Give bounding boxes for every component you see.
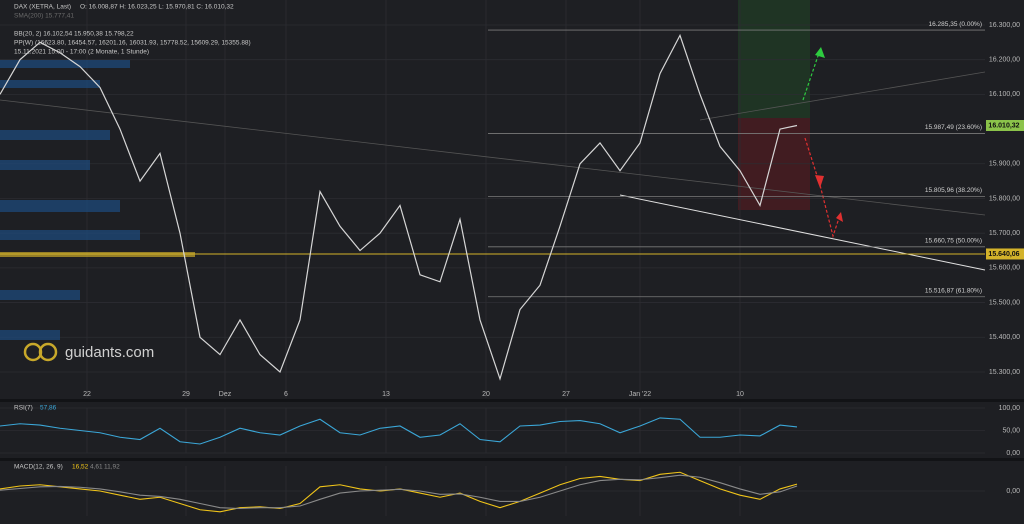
watermark: guidants.com xyxy=(65,344,154,361)
y-tick-label: 16.100,00 xyxy=(989,91,1020,98)
y-tick-label: 15.500,00 xyxy=(989,299,1020,306)
y-tick-label: 15.400,00 xyxy=(989,334,1020,341)
x-tick-label: 13 xyxy=(382,391,390,398)
y-tick-label: 50,00 xyxy=(1002,427,1020,434)
y-tick-label: 15.600,00 xyxy=(989,265,1020,272)
fib-label: 15.987,49 (23.60%) xyxy=(925,124,982,131)
series-line xyxy=(0,33,798,381)
arrow-down xyxy=(804,137,841,239)
y-tick-label: 15.300,00 xyxy=(989,369,1020,376)
trend-line xyxy=(699,71,986,121)
y-tick-label: 16.200,00 xyxy=(989,57,1020,64)
price-tag xyxy=(986,248,1024,260)
trend-line xyxy=(619,194,986,271)
price-tag-label: 15.640,06 xyxy=(988,251,1019,258)
series-line xyxy=(0,474,798,510)
x-tick-label: 27 xyxy=(562,391,570,398)
y-tick-label: 15.700,00 xyxy=(989,230,1020,237)
x-tick-label: 29 xyxy=(182,391,190,398)
series-line xyxy=(0,417,798,445)
y-tick-label: 0,00 xyxy=(1006,488,1020,495)
trend-line xyxy=(0,99,986,216)
fib-label: 15.660,75 (50.00%) xyxy=(925,238,982,245)
panel-divider xyxy=(0,399,1024,402)
price-tag xyxy=(986,120,1024,132)
x-tick-label: Jan '22 xyxy=(629,391,651,398)
indicator-label: BB(20, 2) 16.102,54 15.950,38 15.798,22 xyxy=(14,31,134,38)
fib-label: 15.805,96 (38.20%) xyxy=(925,187,982,194)
ohlc-label: O: 16.008,87 H: 16.023,25 L: 15.970,81 C… xyxy=(80,4,234,11)
x-tick-label: 10 xyxy=(736,391,744,398)
indicator-label: PP(W) (16623.80, 16454.57, 16201.16, 160… xyxy=(14,40,251,47)
arrow-head xyxy=(815,175,843,222)
logo xyxy=(23,342,58,362)
y-tick-label: 100,00 xyxy=(999,405,1021,412)
panel-divider xyxy=(0,458,1024,461)
volume-profile xyxy=(0,60,195,340)
arrow-up xyxy=(802,49,821,101)
fib-label: 15.516,87 (61.80%) xyxy=(925,287,982,294)
arrow-head xyxy=(815,47,825,58)
x-tick-label: 6 xyxy=(284,391,288,398)
indicator-label: 15.11.2021 15:00 - 17:00 (2 Monate, 1 St… xyxy=(14,49,149,56)
y-tick-label: 16.300,00 xyxy=(989,22,1020,29)
x-tick-label: Dez xyxy=(219,391,232,398)
y-tick-label: 15.800,00 xyxy=(989,195,1020,202)
target-zone xyxy=(738,0,810,118)
panel-value: 4,61 xyxy=(90,464,103,471)
panel-title: RSI(7) xyxy=(14,405,33,412)
panel-value: 11,92 xyxy=(104,464,120,471)
legend-entry: DAX (XETRA, Last) xyxy=(14,4,71,11)
panel-value: 16,52 xyxy=(72,464,89,471)
indicator-label: SMA(200) 15.777,41 xyxy=(14,13,74,20)
x-tick-label: 22 xyxy=(83,391,91,398)
y-tick-label: 15.900,00 xyxy=(989,161,1020,168)
x-tick-label: 20 xyxy=(482,391,490,398)
fib-label: 16.285,35 (0.00%) xyxy=(929,21,982,28)
panel-title: MACD(12, 26, 9) xyxy=(14,464,63,471)
price-tag-label: 16.010,32 xyxy=(988,122,1019,129)
panel-value: 57,86 xyxy=(40,405,57,412)
y-tick-label: 0,00 xyxy=(1006,450,1020,457)
